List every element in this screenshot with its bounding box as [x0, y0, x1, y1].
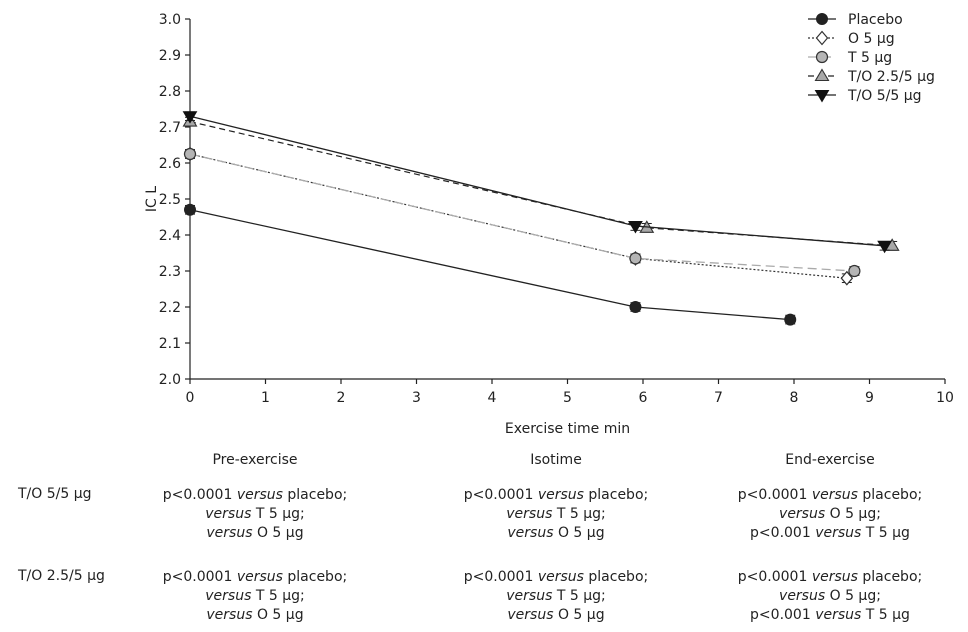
y-tick-label: 2.5 [159, 192, 181, 208]
header-isotime: Isotime [530, 452, 582, 468]
header-end-exercise: End-exercise [785, 452, 875, 468]
x-tick-label: 4 [488, 390, 497, 406]
stat-line: p<0.0001 versus placebo; [162, 569, 348, 585]
data-point [629, 252, 642, 265]
stat-cell: p<0.0001 versus placebo; versus T 5 µg; ve… [436, 486, 676, 543]
x-tick-label: 3 [412, 390, 421, 406]
stat-line: versus O 5 µg [206, 607, 304, 623]
stat-cell: p<0.0001 versus placebo; versus T 5 µg; ve… [135, 486, 375, 543]
legend-label: Placebo [848, 12, 903, 28]
stat-cell: p<0.0001 versus placebo; versus O 5 µg; p<… [710, 568, 950, 625]
data-point [784, 313, 797, 326]
series-line [189, 153, 855, 272]
y-tick-label: 2.1 [159, 336, 181, 352]
x-tick-label: 10 [936, 390, 954, 406]
stat-line: p<0.0001 versus placebo; [162, 487, 348, 503]
x-tick-label: 2 [337, 390, 346, 406]
x-tick-label: 5 [563, 390, 572, 406]
legend-marker [814, 90, 830, 103]
legend-label: T/O 2.5/5 µg [847, 69, 935, 85]
legend-marker [814, 68, 830, 82]
y-tick-label: 2.8 [159, 84, 181, 100]
legend-label: T/O 5/5 µg [847, 88, 922, 104]
series-line [189, 153, 847, 279]
data-point [877, 240, 892, 254]
data-point [184, 203, 196, 216]
stat-line: versus T 5 µg; [205, 506, 305, 522]
x-tick-label: 6 [639, 390, 648, 406]
y-tick-label: 2.3 [159, 264, 181, 280]
legend-marker [816, 13, 828, 25]
series-line [189, 115, 885, 247]
y-tick-label: 2.0 [159, 372, 181, 388]
stat-cell: p<0.0001 versus placebo; versus O 5 µg; p<… [710, 486, 950, 543]
stat-cell: p<0.0001 versus placebo; versus T 5 µg; ve… [135, 568, 375, 625]
legend-label: T 5 µg [847, 50, 892, 66]
statistics-table: Pre-exercise Isotime End-exercise T/O 5/… [0, 452, 968, 632]
stat-line: p<0.0001 versus placebo; [737, 487, 923, 503]
stat-line: versus O 5 µg [507, 607, 605, 623]
data-point [629, 301, 642, 313]
data-point [182, 111, 198, 124]
stat-line: versus O 5 µg [507, 525, 605, 541]
stat-cell: p<0.0001 versus placebo; versus T 5 µg; ve… [436, 568, 676, 625]
row-label-to-2-5-5: T/O 2.5/5 µg [18, 568, 105, 584]
stat-line: p<0.0001 versus placebo; [737, 569, 923, 585]
data-point [848, 264, 861, 278]
stat-line: versus T 5 µg; [506, 506, 606, 522]
stat-line: p<0.0001 versus placebo; [463, 487, 649, 503]
x-tick-label: 0 [186, 390, 195, 406]
x-axis-label: Exercise time min [505, 421, 630, 437]
x-tick-label: 8 [790, 390, 799, 406]
legend-marker [815, 30, 829, 46]
stat-line: versus O 5 µg; [779, 588, 881, 604]
y-tick-label: 2.6 [159, 156, 181, 172]
data-point [628, 221, 643, 234]
y-axis-label: IC L [144, 186, 160, 212]
data-point [183, 147, 197, 161]
stat-line: p<0.0001 versus placebo; [463, 569, 649, 585]
legend-label: O 5 µg [848, 31, 895, 47]
x-tick-label: 9 [865, 390, 874, 406]
series-line [189, 209, 791, 321]
stat-line: p<0.001 versus T 5 µg [750, 525, 910, 541]
stat-line: p<0.001 versus T 5 µg [750, 607, 910, 623]
stat-line: versus O 5 µg [206, 525, 304, 541]
y-tick-label: 2.4 [159, 228, 181, 244]
line-chart: 2.0 2.1 2.2 2.3 2.4 2.5 2.6 2.7 2.8 2.9 3.0 0 1 2 3 4 5 6… [144, 12, 954, 437]
y-tick-label: 2.9 [159, 48, 181, 64]
y-tick-label: 3.0 [159, 12, 181, 28]
row-label-to-5-5: T/O 5/5 µg [18, 486, 92, 502]
y-tick-label: 2.7 [159, 120, 181, 136]
header-pre-exercise: Pre-exercise [212, 452, 298, 468]
stat-line: versus T 5 µg; [506, 588, 606, 604]
series-line [189, 121, 893, 247]
y-tick-label: 2.2 [159, 300, 181, 316]
legend-marker [815, 50, 829, 64]
stat-line: versus O 5 µg; [779, 506, 881, 522]
x-tick-label: 1 [261, 390, 270, 406]
stat-line: versus T 5 µg; [205, 588, 305, 604]
x-tick-label: 7 [714, 390, 723, 406]
